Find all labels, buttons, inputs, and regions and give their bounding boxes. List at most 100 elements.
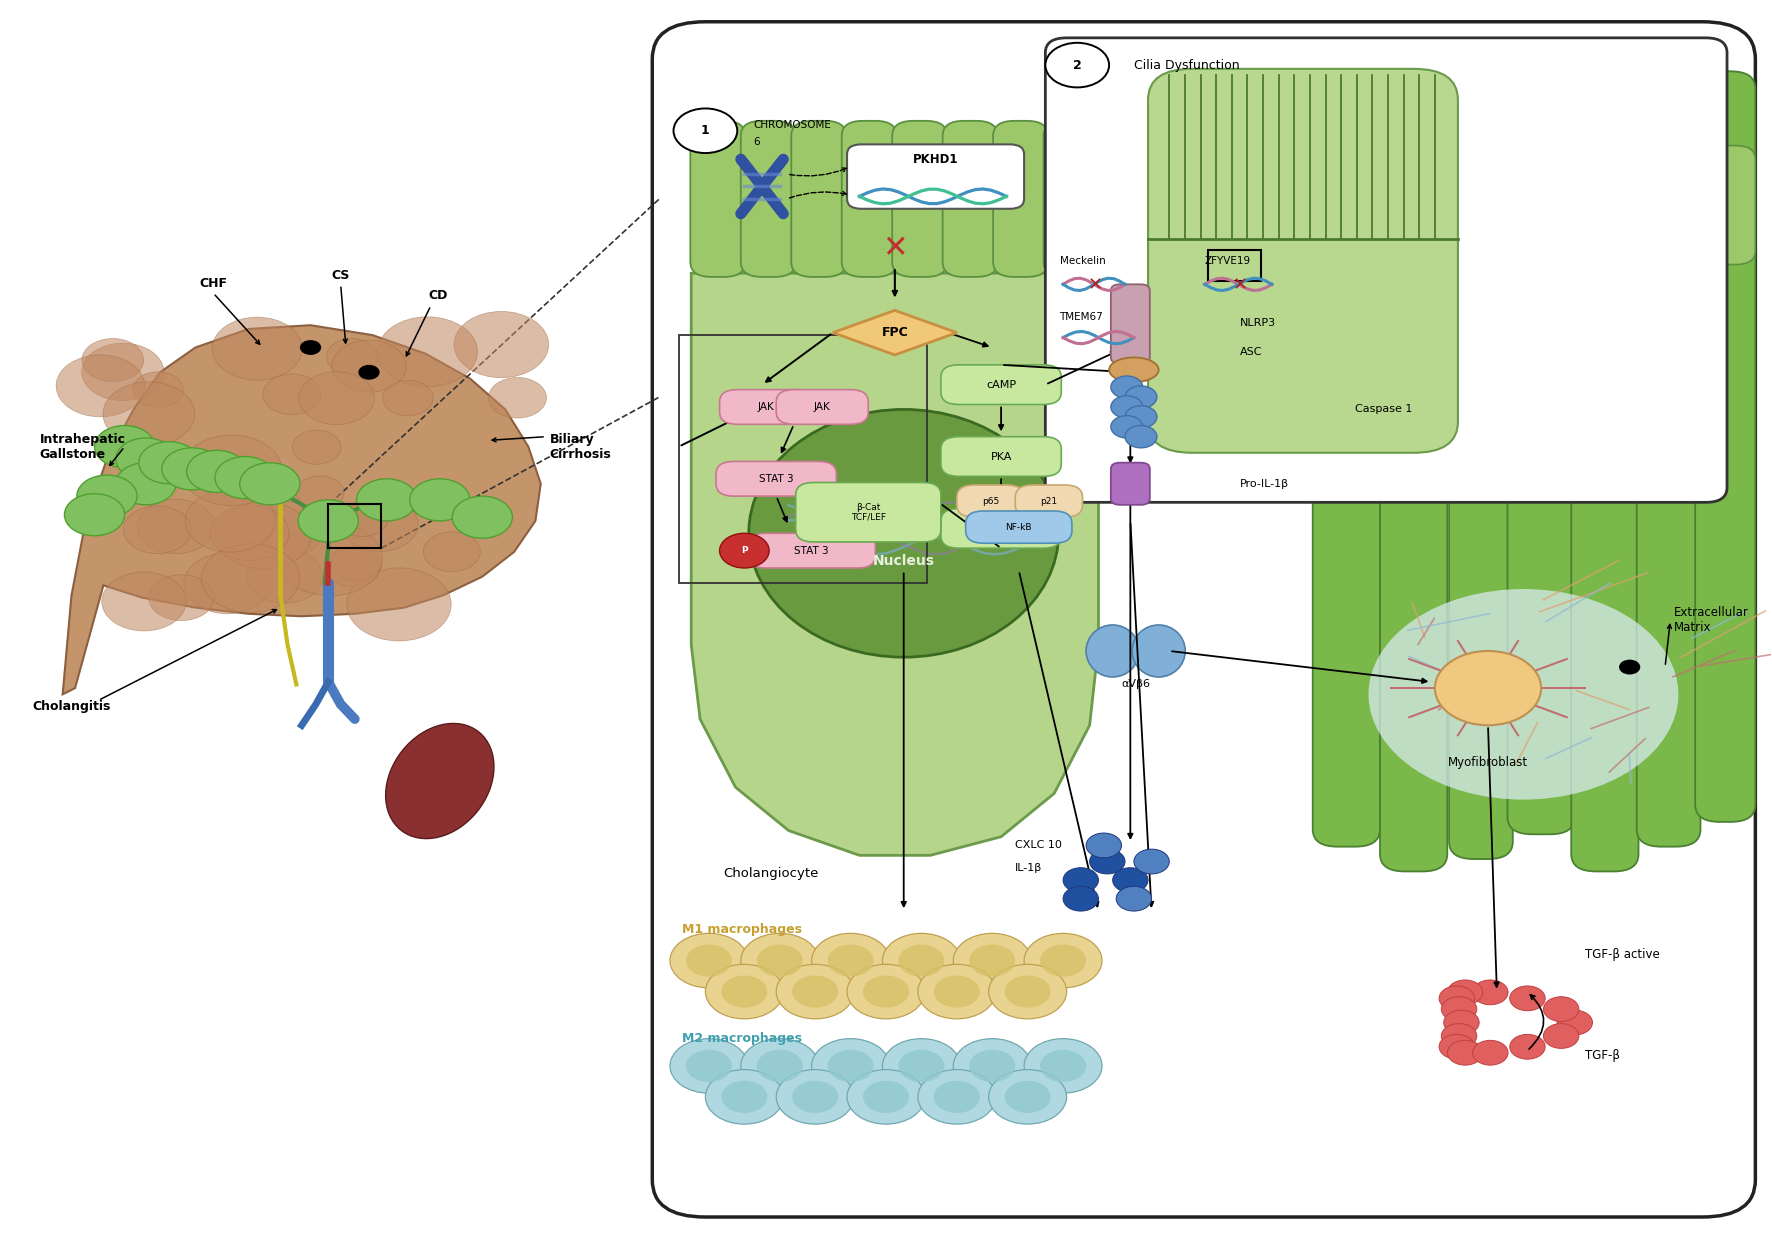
Circle shape (863, 976, 909, 1008)
Circle shape (812, 1039, 890, 1094)
Circle shape (1063, 868, 1099, 893)
Ellipse shape (1109, 357, 1159, 382)
Circle shape (409, 479, 470, 521)
Circle shape (1090, 849, 1125, 874)
Circle shape (918, 965, 996, 1019)
Circle shape (705, 1070, 783, 1125)
Circle shape (1111, 415, 1143, 438)
Circle shape (115, 463, 175, 505)
Circle shape (1111, 396, 1143, 418)
Circle shape (1439, 986, 1474, 1011)
FancyBboxPatch shape (941, 436, 1061, 476)
Text: Pro-IL-1β: Pro-IL-1β (1240, 479, 1290, 489)
Text: CS: CS (331, 269, 349, 283)
Circle shape (82, 343, 163, 401)
Text: JAK: JAK (813, 402, 831, 412)
Circle shape (454, 311, 549, 378)
Circle shape (1435, 651, 1542, 725)
Text: STAT 3: STAT 3 (758, 474, 794, 484)
Text: CHROMOSOME: CHROMOSOME (753, 119, 831, 129)
Text: M1 macrophages: M1 macrophages (682, 923, 803, 936)
FancyBboxPatch shape (716, 461, 836, 496)
Circle shape (103, 382, 195, 446)
Circle shape (340, 497, 418, 552)
Text: PKHD1: PKHD1 (913, 153, 959, 166)
Circle shape (828, 945, 874, 977)
Circle shape (757, 945, 803, 977)
FancyBboxPatch shape (719, 389, 812, 424)
Circle shape (338, 502, 388, 537)
Circle shape (898, 1050, 944, 1083)
Ellipse shape (750, 409, 1058, 657)
Text: ASC: ASC (1240, 347, 1263, 357)
Circle shape (1620, 660, 1641, 675)
Text: NLRP3: NLRP3 (1240, 317, 1276, 327)
Circle shape (213, 317, 303, 381)
Text: 1: 1 (702, 124, 711, 138)
FancyBboxPatch shape (957, 485, 1024, 517)
Circle shape (331, 340, 406, 392)
FancyBboxPatch shape (1508, 71, 1575, 835)
Circle shape (299, 340, 321, 355)
Circle shape (136, 500, 214, 553)
FancyBboxPatch shape (1572, 60, 1639, 872)
Text: Caspase 1: Caspase 1 (1356, 404, 1412, 414)
Text: M2 macrophages: M2 macrophages (682, 1032, 803, 1045)
FancyBboxPatch shape (1148, 68, 1458, 453)
Text: p65: p65 (982, 496, 999, 506)
FancyBboxPatch shape (1322, 145, 1379, 264)
Text: p21: p21 (1040, 496, 1058, 506)
Circle shape (989, 1070, 1067, 1125)
Circle shape (1116, 887, 1152, 911)
Circle shape (989, 965, 1067, 1019)
Text: Intrahepatic
Gallstone: Intrahepatic Gallstone (39, 433, 126, 460)
Ellipse shape (1132, 625, 1185, 677)
Circle shape (1510, 1034, 1545, 1059)
Circle shape (882, 934, 960, 988)
Circle shape (262, 374, 321, 414)
Circle shape (1444, 1011, 1480, 1035)
Circle shape (1473, 1040, 1508, 1065)
Circle shape (1473, 980, 1508, 1004)
Circle shape (181, 435, 282, 506)
Circle shape (57, 355, 145, 417)
FancyBboxPatch shape (943, 120, 998, 277)
FancyBboxPatch shape (748, 533, 875, 568)
Circle shape (452, 496, 512, 538)
FancyBboxPatch shape (1643, 145, 1699, 264)
Text: P: P (741, 546, 748, 556)
Circle shape (792, 1081, 838, 1114)
Text: NF-kB: NF-kB (1005, 522, 1031, 532)
Circle shape (1441, 1023, 1476, 1048)
FancyBboxPatch shape (1145, 120, 1200, 277)
Circle shape (138, 441, 198, 484)
Bar (328, 503, 381, 548)
Circle shape (792, 976, 838, 1008)
Circle shape (686, 1050, 732, 1083)
Circle shape (278, 523, 383, 595)
Circle shape (356, 479, 416, 521)
Circle shape (1005, 1081, 1051, 1114)
Circle shape (1448, 980, 1483, 1004)
Circle shape (489, 377, 546, 418)
Circle shape (149, 574, 214, 620)
Circle shape (686, 945, 732, 977)
Circle shape (186, 490, 275, 552)
Bar (679, 335, 927, 583)
Text: β-Cat
TCF/LEF: β-Cat TCF/LEF (851, 502, 886, 522)
Circle shape (1111, 376, 1143, 398)
FancyBboxPatch shape (941, 365, 1061, 404)
Circle shape (847, 1070, 925, 1125)
Circle shape (1005, 976, 1051, 1008)
Circle shape (324, 548, 381, 587)
FancyBboxPatch shape (1699, 145, 1756, 264)
Text: CD: CD (429, 289, 448, 303)
Circle shape (331, 546, 381, 580)
Circle shape (1510, 986, 1545, 1011)
Circle shape (241, 501, 323, 559)
FancyBboxPatch shape (1449, 71, 1513, 859)
Circle shape (953, 934, 1031, 988)
Ellipse shape (1086, 625, 1139, 677)
Circle shape (1558, 1011, 1593, 1035)
Circle shape (1086, 833, 1122, 858)
